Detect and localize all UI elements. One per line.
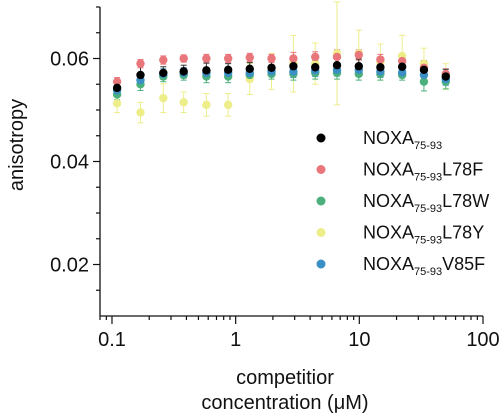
legend-marker [316,228,326,237]
x-tick-label: 10 [348,329,370,351]
data-point [245,64,254,74]
legend-marker [316,196,326,206]
data-point [419,77,429,86]
legend-entry: NOXA75-93L78Y [363,223,484,247]
legend-entry: NOXA75-93L78W [363,191,489,215]
data-point [136,70,145,80]
data-point [179,54,188,63]
data-point [159,68,168,78]
data-point [267,54,276,63]
x-axis-label-line2: concentration (μM) [201,392,368,414]
x-axis-label-line1: competitior [236,367,334,389]
x-tick-label: 100 [466,329,499,351]
y-tick-label: 0.04 [50,152,89,174]
data-points [112,49,450,117]
data-point [245,53,254,62]
data-point [289,54,298,63]
data-point [397,62,407,71]
data-point [136,59,145,68]
data-point [289,62,298,71]
data-point [223,54,233,63]
data-point [179,98,188,107]
data-point [202,66,211,75]
data-point [179,67,188,76]
data-point [136,108,145,117]
legend: NOXA75-93 NOXA75-93L78F NOXA75-93L78W NOXA7… [316,128,489,278]
legend-marker [316,133,326,143]
x-tick-label: 0.1 [98,329,126,351]
data-point [112,99,122,108]
y-tick-label: 0.06 [50,49,89,71]
data-point [202,54,211,63]
y-tick-label: 0.02 [50,255,89,277]
legend-entry: NOXA75-93L78F [363,160,483,184]
axes: 0.02 0.04 0.06 0.1 1 10 100 [50,6,500,351]
legend-marker [316,259,326,269]
data-point [332,60,342,70]
data-point [159,93,168,103]
data-point [223,100,233,110]
data-point [376,55,385,64]
y-axis-label: anisotropy [6,99,28,191]
legend-entry: NOXA75-93 [363,128,442,152]
data-point [376,63,385,72]
data-point [112,77,122,86]
axis-labels: anisotropy competitior concentration (μM… [6,99,369,414]
data-point [267,63,276,72]
legend-entry: NOXA75-93V85F [363,254,485,278]
x-tick-label: 1 [230,329,241,351]
data-point [311,63,320,72]
data-point [311,52,320,62]
data-point [202,100,211,110]
data-point [354,50,363,60]
data-point [159,55,168,65]
data-point [441,72,450,81]
data-point [332,52,342,62]
data-point [223,65,233,75]
data-point [112,83,122,93]
data-point [354,62,363,71]
legend-marker [316,165,326,174]
data-point [419,65,429,75]
